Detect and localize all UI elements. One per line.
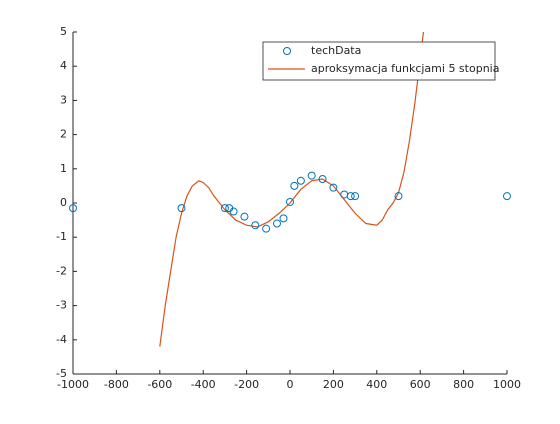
fit-line [159, 32, 425, 347]
y-tick-label: -2 [56, 264, 67, 277]
data-point [290, 181, 299, 190]
data-point [69, 204, 77, 213]
x-tick-label: 400 [366, 378, 387, 391]
data-point [329, 183, 338, 192]
data-point [279, 214, 288, 223]
data-point [346, 192, 355, 201]
data-point [251, 221, 260, 230]
plot-area [159, 32, 425, 347]
data-point [272, 219, 281, 228]
x-tick-label: -800 [104, 378, 129, 391]
data-point [262, 224, 271, 233]
data-point [351, 192, 360, 201]
x-tick-label: -400 [191, 378, 216, 391]
y-tick-label: 5 [60, 25, 67, 38]
x-tick-label: -200 [234, 378, 259, 391]
legend-box [262, 41, 496, 81]
legend-label: techData [311, 44, 361, 57]
y-tick-label: 4 [60, 59, 67, 72]
y-tick-label: -5 [56, 367, 67, 380]
data-point [229, 207, 238, 216]
data-point [318, 175, 327, 184]
x-tick-label: 1000 [493, 378, 521, 391]
data-point [286, 197, 294, 206]
y-tick-label: -3 [56, 299, 67, 312]
y-tick-label: -4 [56, 333, 67, 346]
data-point [394, 192, 403, 201]
y-tick-label: 3 [60, 93, 67, 106]
x-tick-label: 600 [410, 378, 431, 391]
data-point [503, 192, 511, 201]
data-point [240, 212, 249, 221]
x-tick-label: -1000 [57, 378, 89, 391]
y-tick-label: 0 [60, 196, 67, 209]
y-tick-label: -1 [56, 230, 67, 243]
data-point [177, 204, 186, 213]
y-tick-label: 2 [60, 128, 67, 141]
x-tick-label: -600 [147, 378, 172, 391]
data-point [296, 176, 305, 185]
data-point [307, 171, 316, 180]
legend-marker [283, 47, 291, 55]
y-tick-label: 1 [60, 162, 67, 175]
data-point [220, 204, 229, 213]
x-tick-label: 800 [453, 378, 474, 391]
x-tick-label: 0 [287, 378, 294, 391]
legend-label: aproksymacja funkcjami 5 stopnia [311, 62, 499, 75]
x-tick-label: 200 [323, 378, 344, 391]
